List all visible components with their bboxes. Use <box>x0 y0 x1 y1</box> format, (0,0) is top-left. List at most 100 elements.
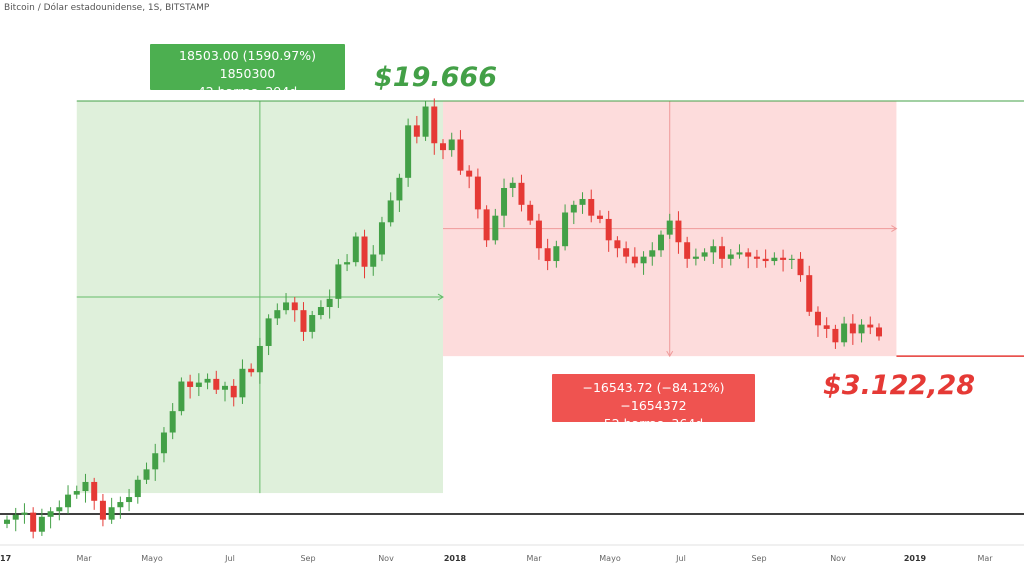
candle-body <box>814 311 821 326</box>
candle-body <box>570 204 577 213</box>
candle-body <box>73 491 80 495</box>
candle-body <box>99 500 106 520</box>
candle-body <box>370 254 377 267</box>
candle-body <box>283 302 290 311</box>
candle-body <box>431 106 438 144</box>
candle-body <box>178 381 185 412</box>
candle-body <box>579 198 586 205</box>
measure-down-line1: −16543.72 (−84.12%) −1654372 <box>582 380 725 413</box>
x-tick-label: Mayo <box>599 554 621 563</box>
measure-up-arrow <box>437 293 444 301</box>
candle-body <box>387 200 394 223</box>
candle-body <box>65 494 72 508</box>
candle-body <box>849 323 856 334</box>
candle-body <box>300 310 307 332</box>
candle-body <box>501 188 508 216</box>
candle-body <box>256 345 263 373</box>
measure-up-label: 18503.00 (1590.97%) 1850300 42 barras, 2… <box>150 44 345 99</box>
candle-body <box>806 275 813 312</box>
candle-body <box>701 252 708 257</box>
candle-body <box>335 264 342 299</box>
candle-body <box>21 512 28 515</box>
candle-body <box>12 514 19 520</box>
candle-body <box>152 453 159 470</box>
candle-body <box>675 220 682 243</box>
measure-down-arrow <box>666 350 674 358</box>
measure-down-arrow-h <box>891 225 898 233</box>
x-tick-label: Nov <box>830 554 846 563</box>
candle-body <box>47 511 54 517</box>
candle-body <box>788 258 795 260</box>
x-tick-label: Mar <box>977 554 993 563</box>
measure-down-label: −16543.72 (−84.12%) −1654372 52 barras, … <box>552 374 755 431</box>
x-tick-label: Nov <box>378 554 394 563</box>
candle-body <box>222 385 228 390</box>
candle-body <box>823 325 830 329</box>
candle-body <box>143 469 150 480</box>
candle-body <box>466 170 473 177</box>
candle-body <box>562 212 569 247</box>
candle-body <box>352 236 359 263</box>
candle-body <box>117 502 124 508</box>
candle-body <box>344 262 351 265</box>
candle-body <box>195 382 202 387</box>
candle-body <box>457 139 464 171</box>
candle-body <box>736 252 743 255</box>
candle-body <box>91 481 98 501</box>
candle-body <box>4 519 10 524</box>
candle-body <box>771 257 778 262</box>
x-tick-label: 2018 <box>444 554 467 563</box>
candle-body <box>841 323 848 343</box>
candle-body <box>108 507 115 520</box>
candle-body <box>596 215 603 219</box>
candle-body <box>230 385 237 398</box>
candle-body <box>858 324 865 334</box>
candle-body <box>405 125 412 178</box>
candle-body <box>509 182 516 189</box>
candle-body <box>483 209 490 241</box>
candle-body <box>361 236 368 267</box>
x-tick-label: 2019 <box>904 554 927 563</box>
candle-body <box>56 507 63 512</box>
candle-body <box>797 258 804 276</box>
candle-body <box>658 234 664 251</box>
candle-body <box>38 516 45 532</box>
x-tick-label: Sep <box>300 554 315 563</box>
candle-body <box>867 324 874 328</box>
x-tick-label: 2017 <box>0 554 11 563</box>
candle-body <box>317 307 324 316</box>
chart-title: Bitcoin / Dólar estadounidense, 1S, BITS… <box>4 3 210 13</box>
candle-body <box>727 254 734 259</box>
candle-body <box>492 215 499 241</box>
candle-body <box>832 328 839 343</box>
candle-body <box>535 220 542 249</box>
candle-body <box>265 318 272 346</box>
candle-body <box>876 327 882 337</box>
candle-body <box>396 177 403 201</box>
measure-up-line1: 18503.00 (1590.97%) 1850300 <box>179 48 316 81</box>
candle-body <box>710 246 717 253</box>
x-tick-label: Mayo <box>141 554 163 563</box>
candle-body <box>544 248 551 262</box>
candle-body <box>666 220 673 235</box>
candle-body <box>82 481 89 492</box>
x-tick-label: Jul <box>224 554 235 563</box>
candle-body <box>745 252 752 257</box>
candle-body <box>326 298 333 308</box>
candle-body <box>239 368 246 398</box>
low-price-annotation: $3.122,28 <box>823 370 976 401</box>
candle-body <box>762 258 769 262</box>
x-tick-label: Sep <box>751 554 766 563</box>
candle-body <box>204 378 211 383</box>
candle-body <box>518 182 525 205</box>
candle-body <box>780 257 787 260</box>
candle-body <box>719 246 726 259</box>
candle-body <box>126 497 133 503</box>
x-tick-label: Mar <box>76 554 92 563</box>
candle-body <box>169 411 176 433</box>
candle-body <box>692 256 699 259</box>
candle-body <box>474 176 481 210</box>
measure-down-line2: 52 barras, 364d <box>603 416 704 431</box>
candle-body <box>413 125 420 137</box>
